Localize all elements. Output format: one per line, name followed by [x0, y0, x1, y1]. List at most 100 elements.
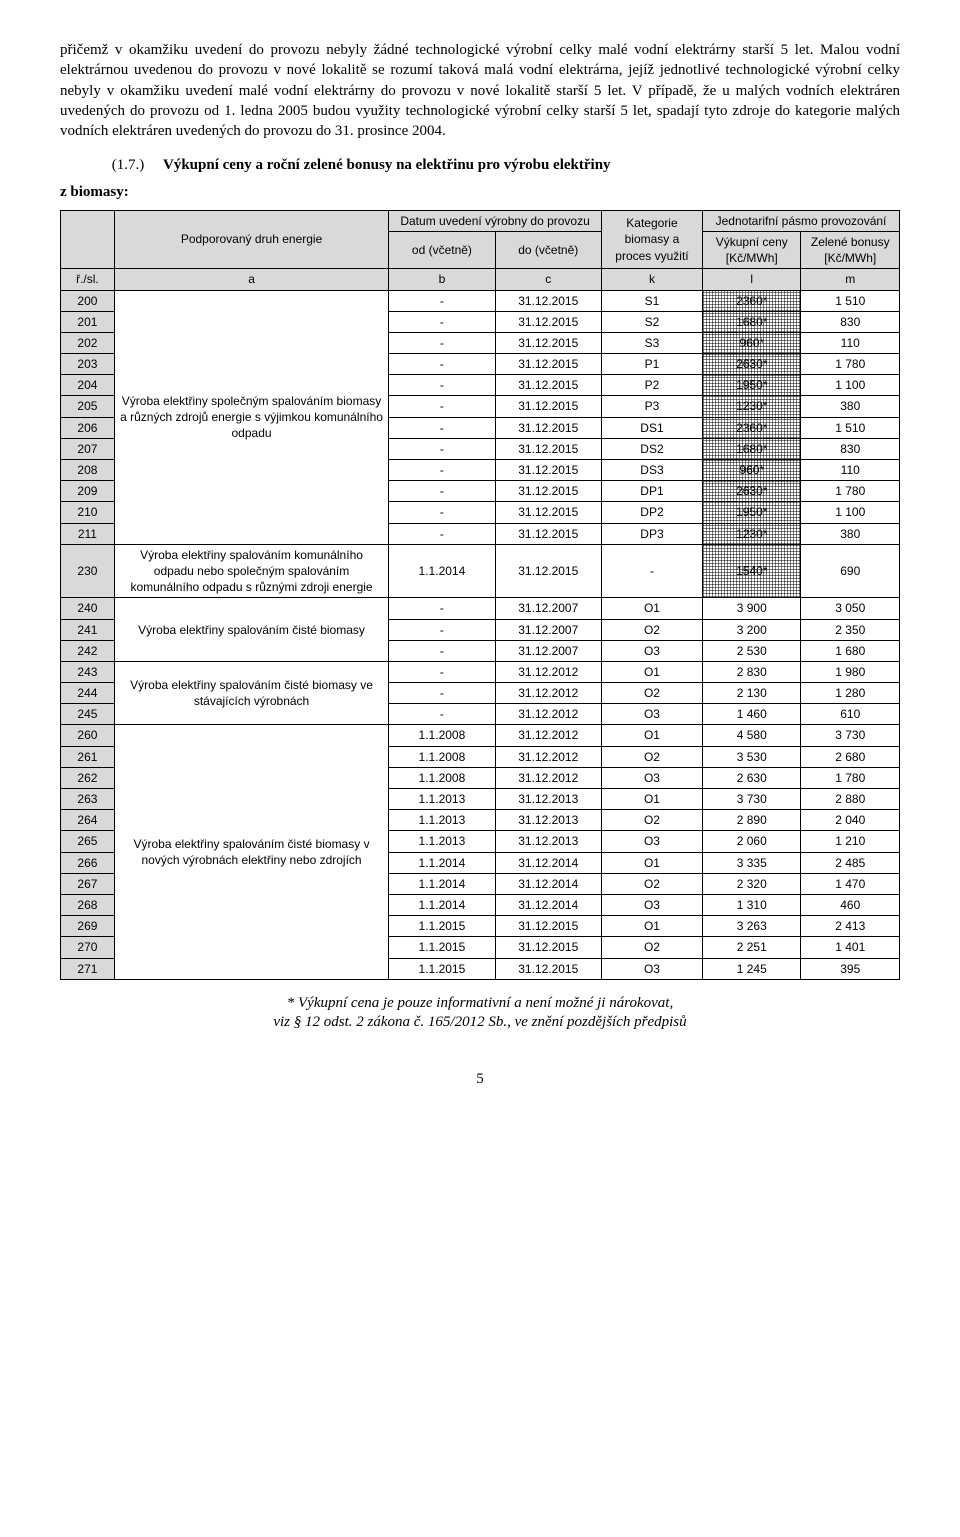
cell-vykupni: 3 335 [703, 852, 801, 873]
cell-vykupni: 2 890 [703, 810, 801, 831]
cell-vykupni: 2 630 [703, 767, 801, 788]
cell-od: 1.1.2014 [389, 544, 495, 598]
row-id: 266 [61, 852, 115, 873]
cell-vykupni: 2 830 [703, 661, 801, 682]
cell-od: - [389, 640, 495, 661]
cell-k: DP1 [601, 481, 702, 502]
th-c: c [495, 269, 601, 290]
cell-od: - [389, 438, 495, 459]
row-id: 206 [61, 417, 115, 438]
cell-vykupni: 1230* [703, 523, 801, 544]
cell-bonus: 830 [801, 311, 900, 332]
cell-do: 31.12.2015 [495, 481, 601, 502]
cell-k: O3 [601, 958, 702, 979]
cell-do: 31.12.2007 [495, 640, 601, 661]
group-label: Výroba elektřiny spalováním čisté biomas… [114, 598, 388, 662]
cell-od: - [389, 661, 495, 682]
cell-od: - [389, 704, 495, 725]
cell-bonus: 1 780 [801, 354, 900, 375]
group-label: Výroba elektřiny společným spalováním bi… [114, 290, 388, 544]
section-heading: (1.7.) Výkupní ceny a roční zelené bonus… [60, 155, 900, 175]
cell-od: - [389, 396, 495, 417]
cell-do: 31.12.2015 [495, 438, 601, 459]
cell-bonus: 1 510 [801, 417, 900, 438]
cell-od: 1.1.2013 [389, 789, 495, 810]
cell-do: 31.12.2013 [495, 810, 601, 831]
row-id: 209 [61, 481, 115, 502]
cell-do: 31.12.2015 [495, 417, 601, 438]
cell-bonus: 2 040 [801, 810, 900, 831]
cell-vykupni: 3 200 [703, 619, 801, 640]
cell-vykupni: 2 251 [703, 937, 801, 958]
cell-vykupni: 1 245 [703, 958, 801, 979]
row-id: 240 [61, 598, 115, 619]
th-m: m [801, 269, 900, 290]
cell-bonus: 3 730 [801, 725, 900, 746]
cell-do: 31.12.2012 [495, 746, 601, 767]
cell-bonus: 110 [801, 332, 900, 353]
row-id: 211 [61, 523, 115, 544]
cell-do: 31.12.2012 [495, 683, 601, 704]
row-id: 263 [61, 789, 115, 810]
cell-k: O2 [601, 683, 702, 704]
row-id: 204 [61, 375, 115, 396]
row-id: 202 [61, 332, 115, 353]
cell-do: 31.12.2012 [495, 704, 601, 725]
cell-k: O2 [601, 619, 702, 640]
cell-do: 31.12.2014 [495, 852, 601, 873]
cell-bonus: 830 [801, 438, 900, 459]
cell-vykupni: 2 060 [703, 831, 801, 852]
cell-k: S2 [601, 311, 702, 332]
cell-k: S3 [601, 332, 702, 353]
cell-k: P2 [601, 375, 702, 396]
footnote: * Výkupní cena je pouze informativní a n… [60, 994, 900, 1033]
cell-bonus: 1 100 [801, 375, 900, 396]
cell-do: 31.12.2015 [495, 354, 601, 375]
cell-vykupni: 4 580 [703, 725, 801, 746]
cell-vykupni: 2360* [703, 417, 801, 438]
cell-vykupni: 1950* [703, 502, 801, 523]
group-label: Výroba elektřiny spalováním čisté biomas… [114, 725, 388, 979]
cell-do: 31.12.2015 [495, 523, 601, 544]
cell-od: 1.1.2015 [389, 958, 495, 979]
cell-do: 31.12.2015 [495, 460, 601, 481]
cell-vykupni: 1 460 [703, 704, 801, 725]
cell-od: - [389, 417, 495, 438]
cell-k: O1 [601, 789, 702, 810]
cell-vykupni: 2 530 [703, 640, 801, 661]
cell-od: - [389, 332, 495, 353]
cell-od: - [389, 481, 495, 502]
row-id: 268 [61, 894, 115, 915]
cell-vykupni: 2360* [703, 290, 801, 311]
row-id: 241 [61, 619, 115, 640]
cell-od: - [389, 502, 495, 523]
cell-vykupni: 3 263 [703, 916, 801, 937]
cell-bonus: 2 350 [801, 619, 900, 640]
cell-bonus: 690 [801, 544, 900, 598]
row-id: 264 [61, 810, 115, 831]
cell-k: O2 [601, 873, 702, 894]
cell-do: 31.12.2014 [495, 894, 601, 915]
table-row: 200Výroba elektřiny společným spalováním… [61, 290, 900, 311]
heading-text-2: z biomasy: [60, 182, 900, 202]
cell-bonus: 1 401 [801, 937, 900, 958]
row-id: 262 [61, 767, 115, 788]
cell-bonus: 1 780 [801, 767, 900, 788]
cell-od: - [389, 354, 495, 375]
cell-od: 1.1.2015 [389, 916, 495, 937]
cell-k: O2 [601, 937, 702, 958]
table-body: 200Výroba elektřiny společným spalováním… [61, 290, 900, 979]
cell-bonus: 1 280 [801, 683, 900, 704]
cell-bonus: 460 [801, 894, 900, 915]
cell-k: S1 [601, 290, 702, 311]
cell-k: O3 [601, 704, 702, 725]
group-label: Výroba elektřiny spalováním komunálního … [114, 544, 388, 598]
table-row: 260Výroba elektřiny spalováním čisté bio… [61, 725, 900, 746]
cell-od: - [389, 290, 495, 311]
th-od: od (včetně) [389, 231, 495, 268]
row-id: 242 [61, 640, 115, 661]
cell-vykupni: 3 730 [703, 789, 801, 810]
cell-bonus: 110 [801, 460, 900, 481]
cell-bonus: 1 470 [801, 873, 900, 894]
row-id: 271 [61, 958, 115, 979]
